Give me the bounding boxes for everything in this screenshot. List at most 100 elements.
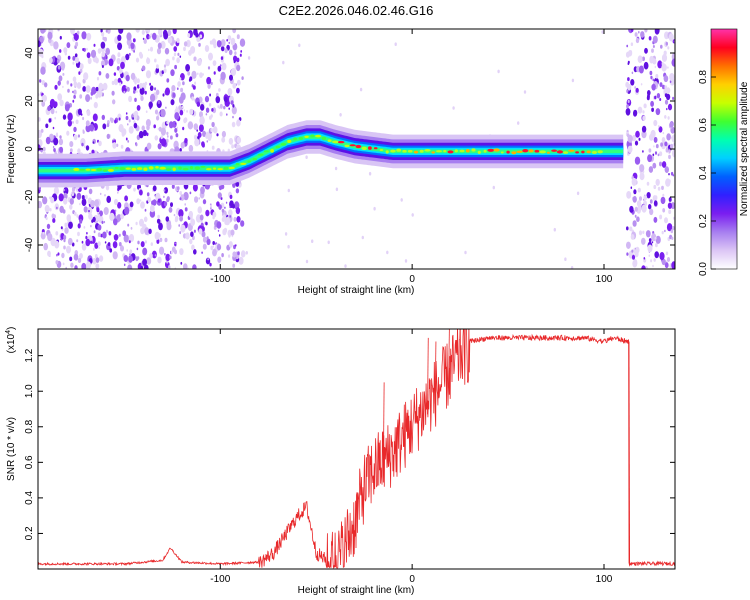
noise-speckle <box>670 143 674 149</box>
noise-speckle <box>175 133 179 138</box>
ridge-hotspot <box>402 149 407 153</box>
noise-speckle <box>130 42 135 49</box>
noise-speckle <box>655 86 658 90</box>
noise-speckle <box>231 106 237 115</box>
noise-speckle <box>627 77 630 82</box>
noise-speckle <box>95 57 99 64</box>
noise-speckle <box>164 252 166 256</box>
noise-speckle <box>62 197 68 205</box>
ridge-hotspot <box>361 146 367 151</box>
noise-speckle <box>116 143 119 147</box>
noise-speckle <box>136 90 138 93</box>
noise-speckle <box>232 29 237 34</box>
noise-speckle <box>651 107 654 113</box>
noise-speckle <box>167 36 173 44</box>
noise-speckle <box>205 221 208 226</box>
noise-speckle <box>168 207 173 213</box>
noise-speckle <box>102 123 107 130</box>
noise-speckle <box>192 235 195 241</box>
noise-speckle <box>81 198 87 206</box>
noise-speckle <box>154 135 159 141</box>
noise-speckle <box>92 216 96 223</box>
noise-speckle <box>235 181 240 187</box>
noise-speckle <box>219 103 223 109</box>
noise-speckle <box>650 129 656 138</box>
noise-speckle <box>222 228 227 236</box>
noise-speckle <box>662 193 665 197</box>
noise-speckle <box>665 41 668 46</box>
noise-speckle <box>207 135 212 141</box>
snr-plot: -100 0 100 0.2 0.4 0.6 0.8 1.0 1.2 Height of st… <box>5 327 676 596</box>
noise-speckle <box>73 94 76 99</box>
noise-speckle <box>79 218 83 224</box>
noise-speckle <box>193 134 198 140</box>
noise-speckle <box>74 211 77 216</box>
noise-speckle <box>183 191 189 201</box>
noise-speckle <box>128 95 133 103</box>
noise-speckle <box>100 29 103 33</box>
ridge-hotspot <box>506 150 510 154</box>
noise-speckle <box>57 93 63 101</box>
noise-speckle <box>63 245 66 250</box>
noise-speckle <box>77 108 82 116</box>
noise-speckle <box>146 57 151 65</box>
ridge-hotspot <box>551 149 557 152</box>
noise-speckle <box>206 238 211 246</box>
noise-speckle <box>116 66 120 71</box>
noise-speckle <box>282 60 285 65</box>
noise-speckle <box>170 250 174 255</box>
noise-speckle <box>105 47 110 56</box>
noise-speckle <box>55 110 58 114</box>
noise-speckle <box>666 133 671 141</box>
noise-speckle <box>232 251 237 258</box>
noise-speckle <box>57 252 60 256</box>
noise-speckle <box>140 241 145 248</box>
noise-speckle <box>211 145 215 150</box>
noise-speckle <box>657 186 661 191</box>
noise-speckle <box>125 112 128 115</box>
noise-speckle <box>41 100 46 107</box>
noise-speckle <box>298 43 301 48</box>
noise-speckle <box>196 101 201 107</box>
noise-speckle <box>626 44 629 48</box>
noise-speckle <box>158 222 163 231</box>
noise-speckle <box>42 196 48 205</box>
noise-speckle <box>86 110 91 116</box>
noise-speckle <box>634 206 638 212</box>
top-x-axis-ticks: -100 0 100 <box>210 29 613 285</box>
noise-speckle <box>212 211 217 218</box>
noise-speckle <box>128 255 133 263</box>
noise-speckle <box>666 257 671 262</box>
noise-speckle <box>117 191 119 194</box>
noise-speckle <box>69 198 75 205</box>
ridge-hotspot <box>298 136 303 140</box>
noise-speckle <box>180 87 184 93</box>
noise-speckle <box>191 70 197 79</box>
noise-speckle <box>118 124 124 133</box>
noise-speckle <box>651 83 656 91</box>
noise-speckle <box>653 200 658 207</box>
noise-speckle <box>170 202 173 208</box>
spectrogram-plot: -100 0 100 -40 -20 0 20 40 Height of straight … <box>6 28 676 296</box>
noise-speckle <box>65 188 67 192</box>
noise-speckle <box>224 206 226 209</box>
noise-speckle <box>85 124 91 133</box>
ridge-hotspot <box>586 150 591 154</box>
noise-speckle <box>149 82 152 86</box>
noise-speckle <box>626 226 629 231</box>
ridge-hotspot <box>349 144 356 147</box>
noise-speckle <box>660 44 663 49</box>
snr-series-line <box>38 329 675 569</box>
noise-speckle <box>652 162 657 169</box>
noise-speckle <box>208 103 212 107</box>
noise-speckle <box>210 207 212 210</box>
noise-speckle <box>661 258 666 266</box>
noise-speckle <box>157 256 162 264</box>
noise-speckle <box>118 68 123 74</box>
noise-speckle <box>141 125 145 131</box>
noise-speckle <box>188 210 193 218</box>
noise-speckle <box>664 262 669 269</box>
top-y-tick-label: -40 <box>24 237 35 252</box>
ridge-hotspot <box>280 143 287 146</box>
noise-speckle <box>665 251 669 256</box>
